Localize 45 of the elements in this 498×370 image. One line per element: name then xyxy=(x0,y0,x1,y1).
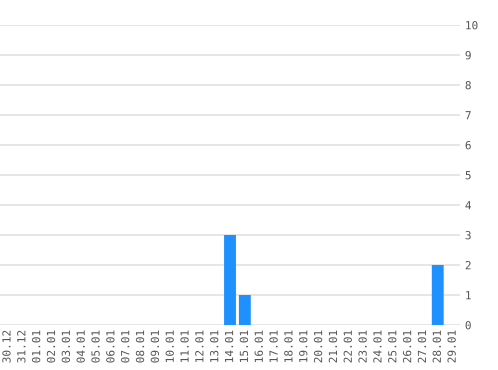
x-tick-label: 15.01 xyxy=(240,330,248,362)
x-tick-label: 16.01 xyxy=(254,330,263,362)
x-tick-label: 01.01 xyxy=(32,330,40,363)
bar xyxy=(238,295,251,325)
y-tick-label: 2 xyxy=(466,261,471,270)
y-tick-label: 1 xyxy=(466,291,471,300)
x-tick-label: 07.01 xyxy=(120,330,130,363)
y-tick-label: 8 xyxy=(466,81,471,90)
x-tick-label: 28.01 xyxy=(432,330,441,362)
y-tick-label: 10 xyxy=(466,21,478,30)
x-tick-label: 09.01 xyxy=(150,330,160,363)
x-tick-label: 06.01 xyxy=(106,330,115,363)
x-tick-label: 14.01 xyxy=(224,330,234,362)
x-tick-label: 23.01 xyxy=(358,330,367,362)
y-tick-label: 5 xyxy=(466,171,471,180)
x-tick-label: 27.01 xyxy=(418,330,426,362)
y-tick-label: 3 xyxy=(466,231,471,240)
x-tick-label: 04.01 xyxy=(76,330,85,363)
y-tick-label: 0 xyxy=(466,321,471,330)
bar xyxy=(432,265,444,325)
y-tick-label: 7 xyxy=(466,111,471,120)
x-tick-label: 11.01 xyxy=(180,330,189,362)
x-tick-label: 19.01 xyxy=(299,330,308,362)
x-tick-label: 26.01 xyxy=(402,330,412,362)
x-tick-label: 13.01 xyxy=(210,330,218,362)
x-tick-label: 24.01 xyxy=(373,330,382,362)
x-tick-label: 22.01 xyxy=(344,330,352,362)
y-tick-label: 6 xyxy=(466,141,471,150)
x-tick-label: 12.01 xyxy=(195,330,204,362)
x-tick-label: 18.01 xyxy=(284,330,293,362)
x-tick-label: 10.01 xyxy=(165,330,174,362)
x-tick-label: 29.01 xyxy=(447,330,456,362)
x-tick-label: 02.01 xyxy=(46,330,56,363)
x-tick-label: 08.01 xyxy=(136,330,144,363)
x-tick-label: 03.01 xyxy=(62,330,70,363)
x-tick-label: 31.12 xyxy=(17,330,26,363)
x-tick-label: 20.01 xyxy=(314,330,322,362)
y-tick-label: 9 xyxy=(466,51,471,60)
y-tick-label: 4 xyxy=(465,201,472,210)
x-tick-label: 25.01 xyxy=(388,330,396,362)
x-tick-label: 05.01 xyxy=(91,330,100,363)
bar xyxy=(224,235,236,325)
x-tick-label: 17.01 xyxy=(269,330,278,362)
x-tick-label: 21.01 xyxy=(328,330,338,362)
x-tick-label: 30.12 xyxy=(2,330,11,363)
